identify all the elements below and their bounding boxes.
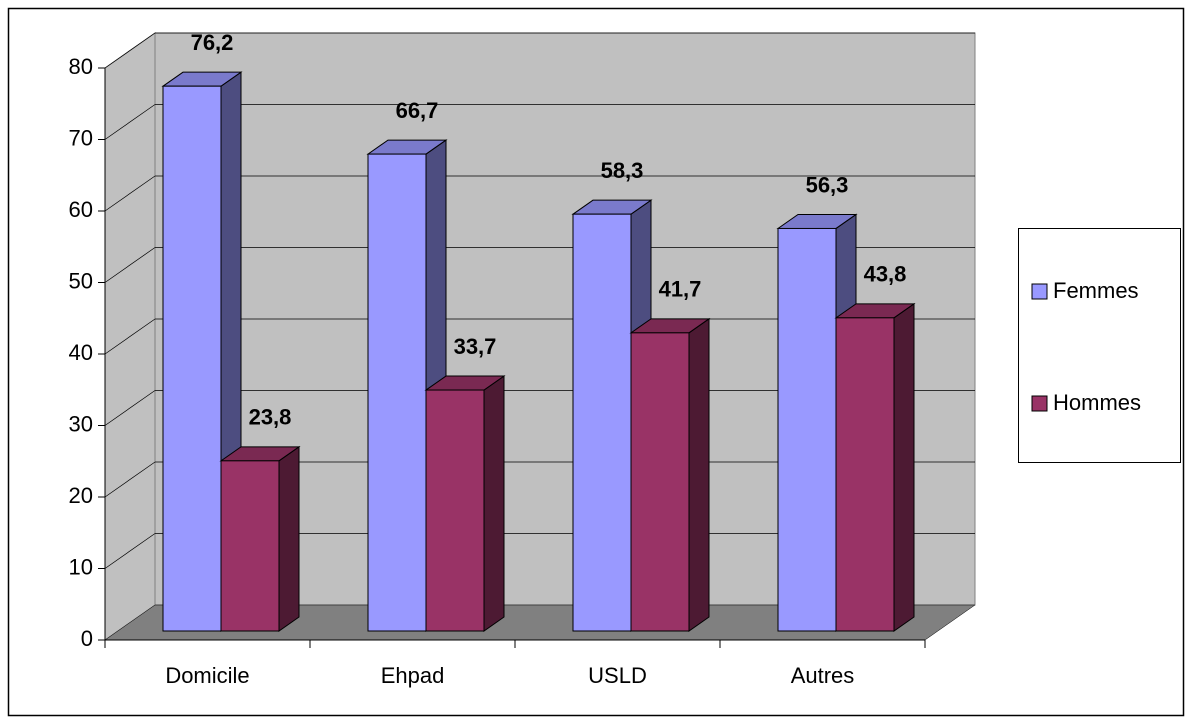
y-tick-label: 70 (69, 125, 93, 150)
grid-line (104, 247, 156, 283)
y-tick-label: 40 (69, 340, 93, 365)
bar (835, 317, 895, 632)
y-tick-label: 30 (69, 411, 93, 436)
data-label: 33,7 (454, 334, 497, 359)
bar (630, 332, 690, 632)
grid-line (104, 390, 156, 426)
grid-line (104, 461, 156, 498)
x-tick-label: Ehpad (381, 663, 445, 688)
bar (367, 153, 427, 632)
y-tick-label: 50 (69, 268, 93, 293)
legend (1018, 228, 1181, 463)
grid-line (104, 318, 156, 355)
y-tick-label: 60 (69, 197, 93, 222)
grid-line (104, 32, 156, 69)
legend-label: Hommes (1053, 390, 1141, 415)
data-label: 56,3 (806, 172, 849, 197)
data-label: 41,7 (659, 277, 702, 302)
grid-line (104, 175, 156, 212)
y-tick-label: 80 (69, 54, 93, 79)
bar-side (688, 317, 710, 632)
x-tick-label: Autres (791, 663, 855, 688)
legend-label: Femmes (1053, 278, 1139, 303)
data-label: 76,2 (191, 30, 234, 55)
data-label: 43,8 (864, 262, 907, 287)
bar-side (483, 375, 505, 632)
grid-line (104, 533, 156, 569)
bar (572, 213, 632, 632)
y-tick-label: 0 (81, 626, 93, 651)
x-tick-label: USLD (588, 663, 647, 688)
bar (220, 460, 280, 632)
legend-swatch (1031, 395, 1048, 412)
data-label: 23,8 (249, 405, 292, 430)
legend-swatch (1031, 283, 1048, 300)
bar (162, 85, 222, 632)
grid-line (104, 104, 156, 140)
y-tick-label: 10 (69, 554, 93, 579)
data-label: 58,3 (601, 158, 644, 183)
bar-side (278, 445, 300, 632)
bar (425, 389, 485, 632)
y-tick-label: 20 (69, 483, 93, 508)
bar (777, 227, 837, 632)
data-label: 66,7 (396, 98, 439, 123)
x-tick-label: Domicile (165, 663, 249, 688)
bar-side (893, 302, 915, 632)
